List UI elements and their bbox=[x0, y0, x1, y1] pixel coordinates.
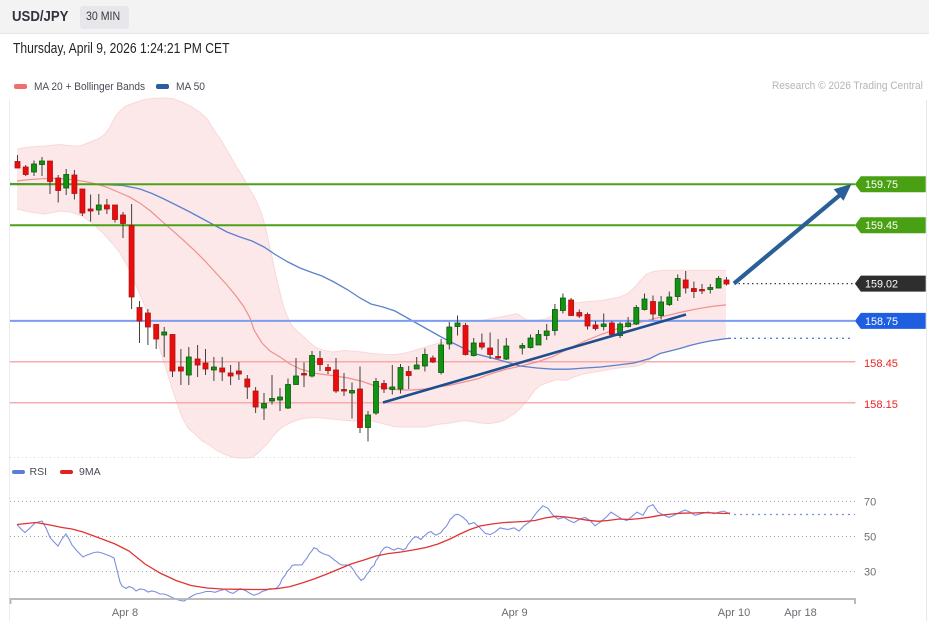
svg-text:158.15: 158.15 bbox=[864, 399, 898, 411]
svg-text:30: 30 bbox=[864, 567, 876, 579]
svg-text:159.02: 159.02 bbox=[865, 279, 898, 291]
svg-text:159.75: 159.75 bbox=[865, 179, 898, 191]
svg-text:Apr 18: Apr 18 bbox=[784, 607, 816, 619]
svg-text:50: 50 bbox=[864, 531, 876, 543]
svg-text:159.45: 159.45 bbox=[865, 220, 898, 232]
svg-text:70: 70 bbox=[864, 496, 876, 508]
svg-text:158.75: 158.75 bbox=[865, 316, 898, 328]
svg-text:158.45: 158.45 bbox=[864, 358, 898, 370]
svg-text:Apr 9: Apr 9 bbox=[501, 607, 527, 619]
svg-text:Apr 10: Apr 10 bbox=[718, 607, 750, 619]
svg-text:Apr 8: Apr 8 bbox=[112, 607, 138, 619]
